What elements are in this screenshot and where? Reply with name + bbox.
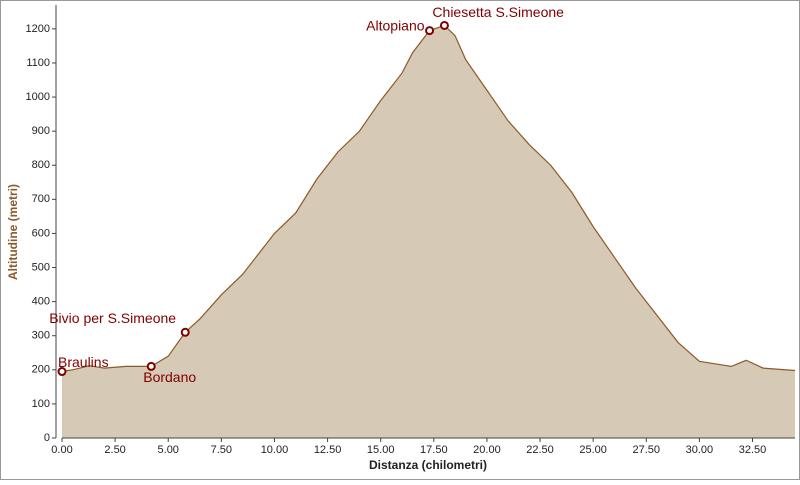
y-tick-label: 800 bbox=[32, 159, 50, 171]
y-tick-label: 1000 bbox=[26, 91, 50, 103]
y-tick-label: 1100 bbox=[26, 57, 50, 69]
y-tick-label: 0 bbox=[44, 432, 50, 444]
y-tick-label: 100 bbox=[32, 398, 50, 410]
waypoint-marker bbox=[57, 367, 67, 377]
x-axis-label: Distanza (chilometri) bbox=[369, 458, 487, 472]
area bbox=[62, 25, 795, 438]
x-tick-label: 17.50 bbox=[420, 444, 448, 456]
x-tick-label: 12.50 bbox=[314, 444, 342, 456]
y-tick-label: 1200 bbox=[26, 23, 50, 35]
x-tick-label: 27.50 bbox=[633, 444, 661, 456]
waypoint-label: Braulins bbox=[58, 354, 109, 370]
x-tick-label: 32.50 bbox=[739, 444, 767, 456]
y-tick-label: 500 bbox=[32, 261, 50, 273]
waypoint-marker bbox=[439, 20, 449, 30]
waypoint-label: Altopiano bbox=[366, 17, 425, 33]
x-tick-label: 7.50 bbox=[211, 444, 232, 456]
x-tick-label: 10.00 bbox=[261, 444, 289, 456]
waypoint-marker bbox=[180, 327, 190, 337]
x-tick-label: 2.50 bbox=[104, 444, 125, 456]
x-tick-label: 30.00 bbox=[686, 444, 714, 456]
y-tick-label: 400 bbox=[32, 296, 50, 308]
y-tick-label: 600 bbox=[32, 227, 50, 239]
x-tick-label: 20.00 bbox=[473, 444, 501, 456]
x-tick-label: 25.00 bbox=[579, 444, 607, 456]
waypoint-marker bbox=[425, 26, 435, 36]
waypoint-label: Bivio per S.Simeone bbox=[49, 310, 176, 326]
waypoint-label: Bordano bbox=[143, 369, 196, 385]
y-tick-label: 300 bbox=[32, 330, 50, 342]
waypoint-label: Chiesetta S.Simeone bbox=[432, 4, 564, 20]
waypoint-marker bbox=[146, 361, 156, 371]
y-axis-label: Altitudine (metri) bbox=[6, 184, 20, 280]
x-tick-label: 15.00 bbox=[367, 444, 395, 456]
x-tick-label: 5.00 bbox=[158, 444, 179, 456]
x-tick-label: 0.00 bbox=[51, 444, 72, 456]
x-tick-label: 22.50 bbox=[526, 444, 554, 456]
y-tick-label: 900 bbox=[32, 125, 50, 137]
y-tick-label: 200 bbox=[32, 364, 50, 376]
y-tick-label: 700 bbox=[32, 193, 50, 205]
